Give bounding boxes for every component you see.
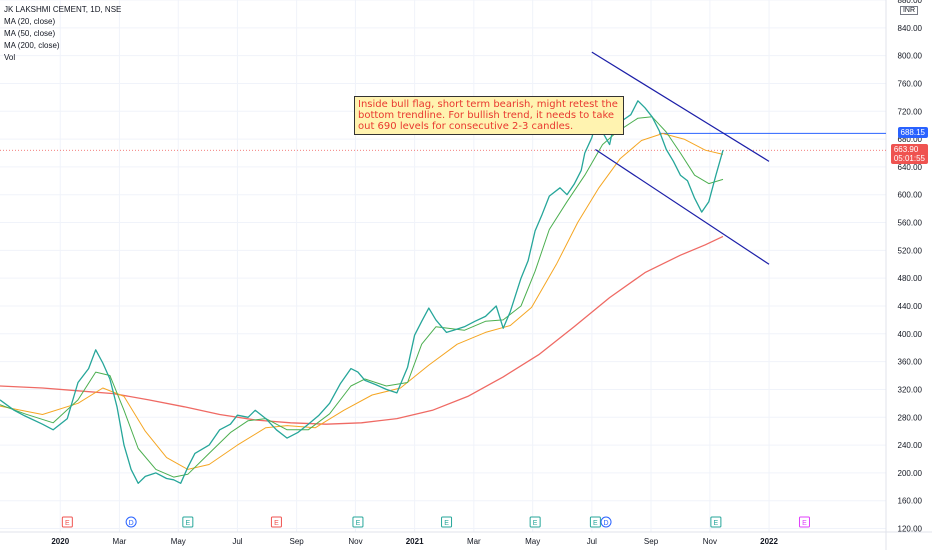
event-marker-label: E [714, 520, 719, 527]
indicator-ma200[interactable]: MA (200, close) [4, 41, 60, 50]
earnings-marker [798, 516, 810, 528]
series-line [0, 133, 724, 470]
annotation-note[interactable]: Inside bull flag, short term bearish, mi… [354, 96, 624, 135]
x-tick-label: Jul [232, 537, 242, 546]
dividend-marker [125, 516, 137, 528]
y-tick-label: 160.00 [898, 497, 923, 506]
currency-label[interactable]: INR [899, 6, 918, 15]
y-tick-label: 280.00 [898, 413, 923, 422]
event-marker-label: D [129, 520, 134, 527]
y-tick-label: 640.00 [898, 163, 923, 172]
earnings-marker [270, 516, 282, 528]
earnings-marker [529, 516, 541, 528]
y-tick-label: 320.00 [898, 385, 923, 394]
event-marker-label: E [802, 520, 807, 527]
event-marker-label: E [185, 520, 190, 527]
x-tick-label: 2022 [760, 537, 778, 546]
x-tick-label: May [525, 537, 540, 546]
x-tick-label: Jul [587, 537, 597, 546]
y-tick-label: 120.00 [898, 525, 923, 534]
y-tick-label: 520.00 [898, 246, 923, 255]
series-line [0, 100, 724, 484]
y-tick-label: 400.00 [898, 330, 923, 339]
indicator-volume[interactable]: Vol [4, 53, 16, 62]
earnings-marker [61, 516, 73, 528]
x-tick-label: Mar [113, 537, 127, 546]
x-tick-label: Sep [644, 537, 659, 546]
event-marker-label: D [603, 520, 608, 527]
x-tick-label: Mar [467, 537, 481, 546]
event-marker-label: E [593, 520, 598, 527]
x-tick-label: Nov [703, 537, 717, 546]
countdown-timer: 05:01:55 [893, 154, 925, 164]
dividend-marker [600, 516, 612, 528]
x-tick-label: 2020 [51, 537, 69, 546]
y-tick-label: 600.00 [898, 191, 923, 200]
y-tick-label: 360.00 [898, 358, 923, 367]
series-line [0, 235, 724, 425]
last-price-value: 663.90 [893, 145, 919, 155]
event-marker-label: E [65, 520, 70, 527]
y-tick-label: 480.00 [898, 274, 923, 283]
x-tick-label: May [171, 537, 186, 546]
y-tick-label: 760.00 [898, 79, 923, 88]
indicator-ma20[interactable]: MA (20, close) [4, 17, 56, 26]
y-tick-label: 200.00 [898, 469, 923, 478]
y-tick-label: 560.00 [898, 219, 923, 228]
y-tick-label: 240.00 [898, 441, 923, 450]
x-tick-label: Nov [348, 537, 362, 546]
y-tick-label: 720.00 [898, 107, 923, 116]
x-tick-label: Sep [290, 537, 305, 546]
event-marker-label: E [444, 520, 449, 527]
earnings-marker [352, 516, 364, 528]
symbol-title[interactable]: JK LAKSHMI CEMENT, 1D, NSE [4, 5, 122, 14]
y-tick-label: 680.00 [898, 135, 923, 144]
earnings-marker [589, 516, 601, 528]
event-marker-label: E [533, 520, 538, 527]
chart-legend: JK LAKSHMI CEMENT, 1D, NSE MA (20, close… [4, 4, 121, 64]
trendline [591, 51, 770, 162]
earnings-marker [441, 516, 453, 528]
event-marker-label: E [274, 520, 279, 527]
last-price-tag: 663.90 05:01:55 [890, 144, 928, 165]
y-tick-label: 800.00 [898, 52, 923, 61]
y-tick-label: 880.00 [898, 0, 923, 5]
y-tick-label: 440.00 [898, 302, 923, 311]
indicator-ma50[interactable]: MA (50, close) [4, 29, 56, 38]
earnings-marker [710, 516, 722, 528]
event-marker-label: E [356, 520, 361, 527]
level-price-tag: 688.15 [897, 127, 928, 139]
y-tick-label: 840.00 [898, 24, 923, 33]
x-tick-label: 2021 [406, 537, 424, 546]
earnings-marker [182, 516, 194, 528]
trendline [595, 149, 770, 265]
